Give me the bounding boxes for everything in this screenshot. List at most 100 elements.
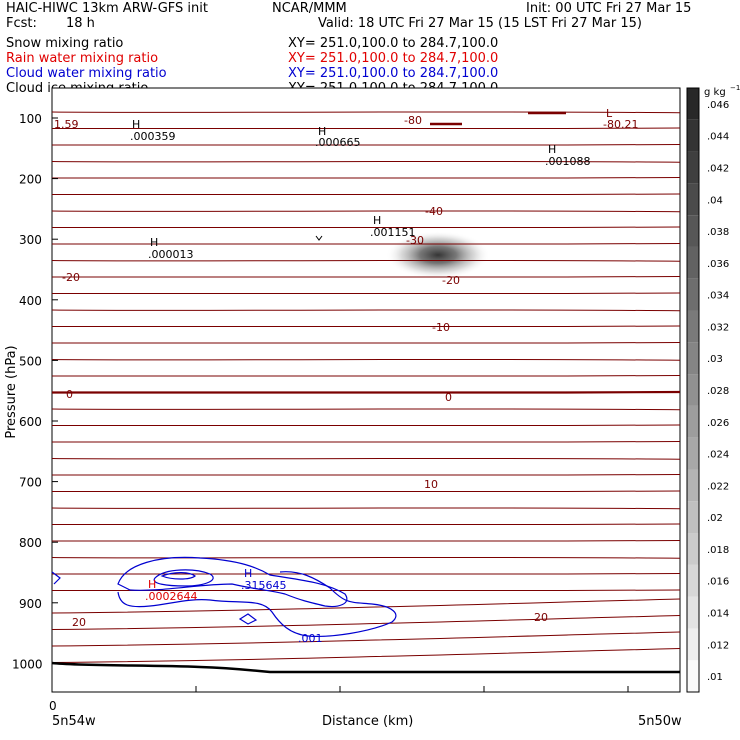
colorbar-swatch bbox=[687, 88, 699, 120]
temperature-contour-line bbox=[51, 292, 681, 295]
colorbar-tick-label: .04 bbox=[707, 195, 723, 206]
extremum-kind: H bbox=[150, 236, 158, 249]
temperature-contours bbox=[51, 111, 681, 663]
y-tick-label: 100 bbox=[19, 112, 42, 126]
y-tick-label: 1000 bbox=[12, 657, 43, 671]
temp-label-minus20-left: -20 bbox=[62, 271, 80, 284]
y-tick-label: 800 bbox=[19, 536, 42, 550]
extremum-h-rain: H .0002644 bbox=[145, 578, 198, 603]
temperature-contour-line bbox=[51, 309, 681, 312]
small-marker bbox=[315, 235, 323, 241]
y-tick-label: 400 bbox=[19, 294, 42, 308]
colorbar-tick-label: .03 bbox=[707, 354, 723, 365]
extremum-kind: L bbox=[606, 107, 613, 120]
colorbar-unit-exponent: −1 bbox=[730, 84, 740, 92]
temp-label-minus80: -80 bbox=[404, 114, 422, 127]
colorbar-tick-label: .026 bbox=[707, 418, 729, 429]
extremum-value: .315645 bbox=[241, 579, 287, 592]
colorbar-tick-label: .016 bbox=[707, 577, 729, 588]
temperature-contour-line bbox=[51, 210, 681, 213]
colorbar-frame bbox=[686, 87, 700, 693]
temperature-contour-line bbox=[51, 325, 681, 328]
colorbar-swatch bbox=[687, 469, 699, 502]
colorbar-tick-label: .038 bbox=[707, 227, 729, 238]
extremum-kind: H bbox=[373, 214, 381, 227]
temperature-contour-line bbox=[51, 457, 681, 460]
fcst-label: Fcst: bbox=[6, 16, 37, 31]
x-right-label: 5n50w bbox=[638, 714, 682, 729]
temperature-contour-line bbox=[51, 573, 681, 575]
temperature-contour-line bbox=[51, 598, 681, 614]
extremum-kind: H bbox=[244, 567, 252, 580]
temperature-contour-line bbox=[51, 111, 681, 114]
temperature-contour-line bbox=[51, 276, 681, 278]
extremum-h-cloudwater: H .315645 bbox=[241, 567, 287, 592]
temperature-contour-line bbox=[51, 243, 681, 245]
temperature-contour-line bbox=[51, 177, 681, 179]
extremum-h-5: H .000013 bbox=[148, 236, 194, 261]
colorbar-tick-label: .046 bbox=[707, 100, 729, 111]
temperature-contour-line bbox=[51, 589, 681, 592]
x-axis-ticks bbox=[51, 686, 629, 692]
colorbar-swatch bbox=[687, 151, 699, 184]
extremum-value: .000359 bbox=[130, 130, 176, 143]
temperature-contour-line bbox=[51, 226, 681, 229]
temperature-contour-line bbox=[51, 160, 681, 163]
extremum-h-3: H .001088 bbox=[545, 143, 591, 168]
temperature-contour-labels: -80 -40 -30 -20 -20 -10 0 0 10 20 20 bbox=[62, 114, 548, 629]
temp-label-minus40: -40 bbox=[425, 205, 443, 218]
temperature-contour-line bbox=[51, 358, 681, 361]
extremum-kind: H bbox=[148, 578, 156, 591]
colorbar-swatch bbox=[687, 533, 699, 565]
extremum-value: .001088 bbox=[545, 155, 591, 168]
temperature-contour-line bbox=[51, 390, 681, 394]
temp-label-20-right: 20 bbox=[534, 611, 548, 624]
fcst-value: 18 h bbox=[66, 16, 95, 31]
extremum-l-1: L -80.21 bbox=[603, 107, 638, 131]
temperature-contour-line bbox=[51, 127, 681, 130]
colorbar-swatch bbox=[687, 342, 699, 375]
extremum-value: -80.21 bbox=[603, 118, 638, 131]
colorbar-swatch bbox=[687, 215, 699, 247]
temperature-contour-line bbox=[51, 342, 681, 344]
colorbar-swatch bbox=[687, 183, 699, 216]
field-cloudwater-name: Cloud water mixing ratio bbox=[6, 66, 167, 81]
extremum-value: .0002644 bbox=[145, 590, 198, 603]
y-axis-label: Pressure (hPa) bbox=[4, 345, 19, 438]
colorbar-swatch bbox=[687, 278, 699, 311]
y-tick-label: 700 bbox=[19, 476, 42, 490]
y-tick-label: 300 bbox=[19, 233, 42, 247]
temperature-contour-line bbox=[51, 507, 681, 510]
colorbar-tick-label: .024 bbox=[707, 450, 729, 461]
temperature-contour-line bbox=[51, 490, 681, 493]
temp-label-0-left: 0 bbox=[66, 388, 73, 401]
temperature-low-contour bbox=[430, 111, 566, 126]
init-time: Init: 00 UTC Fri 27 Mar 15 bbox=[526, 1, 692, 16]
colorbar-swatch bbox=[687, 310, 699, 343]
y-tick-label: 900 bbox=[19, 597, 42, 611]
temperature-contour-line bbox=[51, 144, 681, 146]
extremum-kind: H bbox=[548, 143, 556, 156]
colorbar-swatch bbox=[687, 660, 699, 692]
y-axis: 100 200 300 400 500 600 700 800 900 1000 bbox=[12, 112, 58, 671]
temperature-contour-line bbox=[51, 631, 681, 647]
temperature-contour-line bbox=[51, 408, 681, 411]
field-snow-name: Snow mixing ratio bbox=[6, 36, 124, 51]
plot-frame bbox=[51, 87, 681, 693]
field-snow-xy: XY= 251.0,100.0 to 284.7,100.0 bbox=[288, 36, 499, 51]
temp-label-minus10: -10 bbox=[432, 321, 450, 334]
extremum-kind: H bbox=[132, 118, 140, 131]
extrema-markers: H .000359 H .000665 H .001088 H .001151 … bbox=[130, 107, 638, 603]
colorbar-swatch bbox=[687, 501, 699, 534]
x-axis-label: Distance (km) bbox=[322, 714, 413, 729]
colorbar-tick-label: .032 bbox=[707, 322, 729, 333]
temperature-contour-line bbox=[51, 523, 681, 526]
colorbar-tick-label: .01 bbox=[707, 672, 723, 683]
colorbar-tick-label: .012 bbox=[707, 640, 729, 651]
temperature-contour-line bbox=[51, 648, 681, 663]
colorbar-tick-label: .042 bbox=[707, 163, 729, 174]
colorbar-swatch bbox=[687, 119, 699, 152]
extremum-h-2: H .000665 bbox=[315, 125, 361, 149]
cloud-water-contours bbox=[51, 556, 397, 637]
